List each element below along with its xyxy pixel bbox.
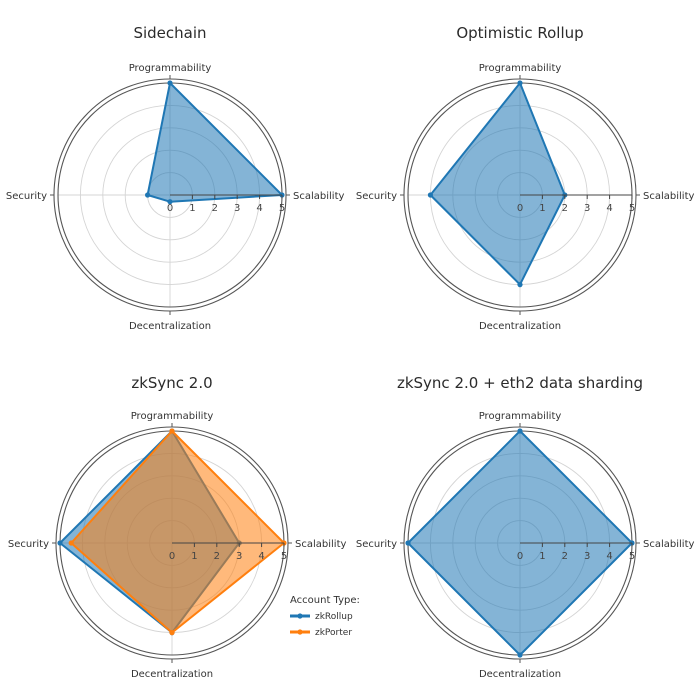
legend-title: Account Type: [290, 595, 360, 606]
legend-label-zkporter: zkPorter [315, 628, 352, 638]
data-point-security [68, 540, 74, 546]
radial-tick-label: 0 [517, 203, 523, 214]
radial-tick-label: 0 [167, 203, 173, 214]
data-point-decentralization [167, 199, 173, 205]
radial-tick-label: 1 [539, 203, 545, 214]
axis-label-programmability: Programmability [479, 411, 562, 422]
legend: Account Type: zkRollup zkPorter [290, 595, 360, 638]
series-area-zkporter [70, 430, 285, 634]
radar-chart-1: Sidechain 0 1 2 3 4 5 Programmability Scalabilit… [6, 24, 345, 332]
radial-tick-label: 3 [236, 551, 242, 562]
axis-label-programmability: Programmability [479, 63, 562, 74]
axis-label-scalability: Scalability [643, 191, 694, 202]
axis-label-security: Security [356, 539, 397, 550]
axis-label-programmability: Programmability [129, 63, 212, 74]
radial-tick-label: 4 [606, 551, 612, 562]
data-point-security [57, 540, 63, 546]
radial-tick-label: 3 [584, 203, 590, 214]
axis-label-decentralization: Decentralization [479, 669, 561, 680]
axis-label-security: Security [8, 539, 49, 550]
radial-tick-label: 2 [562, 203, 568, 214]
data-point-decentralization [517, 282, 523, 288]
data-point-security [405, 540, 411, 546]
series-area [146, 82, 283, 203]
radial-tick-label: 4 [256, 203, 262, 214]
legend-label-zkrollup: zkRollup [315, 612, 353, 622]
radial-tick-label: 1 [539, 551, 545, 562]
radar-chart-4: zkSync 2.0 + eth2 data sharding 0 1 2 3 4 5 Pro… [356, 374, 695, 680]
legend-marker [297, 629, 303, 635]
radial-tick-label: 4 [258, 551, 264, 562]
radial-tick-label: 2 [212, 203, 218, 214]
axis-label-scalability: Scalability [643, 539, 694, 550]
radial-tick-label: 2 [214, 551, 220, 562]
radial-tick-label: 3 [584, 551, 590, 562]
axis-label-security: Security [356, 191, 397, 202]
chart-title: Optimistic Rollup [456, 24, 583, 42]
series-area [429, 82, 566, 286]
chart-title: Sidechain [133, 24, 206, 42]
axis-label-scalability: Scalability [293, 191, 344, 202]
radial-tick-label: 4 [606, 203, 612, 214]
axis-label-scalability: Scalability [295, 539, 346, 550]
data-point-programmability [517, 428, 523, 434]
radar-chart-2: Optimistic Rollup 0 1 2 3 4 5 Programmability Sc… [356, 24, 695, 332]
data-point-programmability [167, 80, 173, 86]
radial-tick-label: 0 [517, 551, 523, 562]
data-point-decentralization [169, 630, 175, 636]
axis-label-programmability: Programmability [131, 411, 214, 422]
legend-marker [297, 613, 303, 619]
axis-label-decentralization: Decentralization [129, 321, 211, 332]
radial-tick-label: 1 [191, 551, 197, 562]
radial-tick-label: 5 [629, 551, 635, 562]
radial-tick-label: 2 [562, 551, 568, 562]
radial-tick-label: 1 [189, 203, 195, 214]
axis-label-security: Security [6, 191, 47, 202]
radial-tick-label: 3 [234, 203, 240, 214]
chart-title: zkSync 2.0 + eth2 data sharding [397, 374, 643, 392]
radial-tick-label: 5 [279, 203, 285, 214]
data-point-decentralization [517, 652, 523, 658]
radial-tick-label: 5 [629, 203, 635, 214]
radial-tick-label: 5 [281, 551, 287, 562]
axis-label-decentralization: Decentralization [479, 321, 561, 332]
axis-label-decentralization: Decentralization [131, 669, 213, 680]
data-point-security [145, 192, 151, 198]
data-point-programmability [169, 428, 175, 434]
data-point-programmability [517, 80, 523, 86]
data-point-security [427, 192, 433, 198]
radial-tick-label: 0 [169, 551, 175, 562]
radar-chart-3: zkSync 2.0 0 1 2 3 4 5 Programmability Scalabili… [8, 374, 347, 680]
chart-title: zkSync 2.0 [131, 374, 212, 392]
